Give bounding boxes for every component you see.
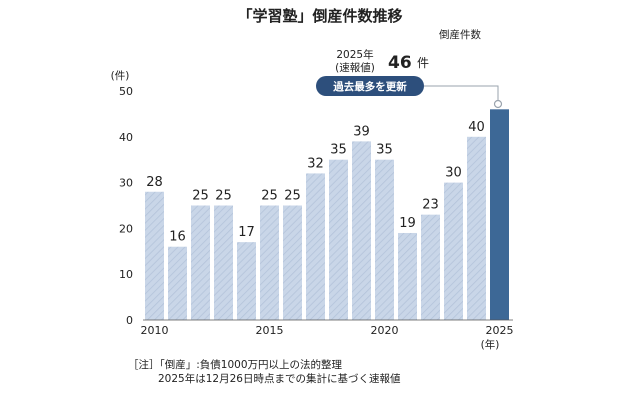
data-label-2014: 17 xyxy=(238,225,255,240)
annotation-unit: 件 xyxy=(417,56,429,70)
data-label-2016: 25 xyxy=(284,189,301,204)
note-line-2: 2025年は12月26日時点までの集計に基づく速報値 xyxy=(158,372,401,385)
y-tick-label: 50 xyxy=(119,85,133,98)
bar-2024 xyxy=(467,136,486,320)
data-label-2022: 23 xyxy=(422,198,439,213)
record-badge xyxy=(316,76,424,96)
annotation-marker xyxy=(493,99,503,109)
bar-2022 xyxy=(421,214,440,320)
bar-2016 xyxy=(283,205,302,320)
data-label-2018: 35 xyxy=(330,143,347,158)
bar-2015 xyxy=(260,205,279,320)
data-label-2012: 25 xyxy=(192,189,209,204)
record-badge-label: 過去最多を更新 xyxy=(332,80,407,93)
x-tick-label: 2025 xyxy=(486,324,514,337)
data-label-2021: 19 xyxy=(399,216,416,231)
y-tick-label: 0 xyxy=(126,314,133,327)
bar-2023 xyxy=(444,182,463,320)
data-label-2024: 40 xyxy=(468,120,485,135)
y-tick-label: 40 xyxy=(119,131,133,144)
y-tick-label: 20 xyxy=(119,222,133,235)
bar-2020 xyxy=(375,159,394,320)
bar-2012 xyxy=(191,205,210,320)
data-label-2019: 39 xyxy=(353,124,370,139)
bar-2025 xyxy=(490,109,509,320)
annotation-connector xyxy=(424,85,499,103)
y-tick-label: 10 xyxy=(119,268,133,281)
data-label-2015: 25 xyxy=(261,189,278,204)
annotation-preliminary: (速報値) xyxy=(335,61,375,74)
chart-subtitle: 倒産件数 xyxy=(439,28,481,41)
bar-2018 xyxy=(329,159,348,320)
bar-2011 xyxy=(168,246,187,320)
bar-2013 xyxy=(214,205,233,320)
x-tick-label: 2020 xyxy=(371,324,399,337)
bar-2019 xyxy=(352,141,371,320)
bar-2014 xyxy=(237,242,256,320)
x-axis-unit: (年) xyxy=(481,338,500,351)
data-label-2011: 16 xyxy=(169,230,186,245)
bar-2010 xyxy=(145,191,164,320)
note-line-1: ［注］「倒産」:負債1000万円以上の法的整理 xyxy=(128,358,343,371)
data-label-2023: 30 xyxy=(445,166,462,181)
bar-2017 xyxy=(306,173,325,320)
annotation-year: 2025年 xyxy=(336,48,373,61)
data-label-2010: 28 xyxy=(146,175,163,190)
x-tick-label: 2010 xyxy=(141,324,169,337)
annotation-value: 46 xyxy=(388,53,412,73)
data-label-2017: 32 xyxy=(307,156,324,171)
y-axis-unit: (件) xyxy=(111,70,130,82)
chart-title: 「学習塾」倒産件数推移 xyxy=(237,7,402,25)
bar-2021 xyxy=(398,232,417,320)
data-label-2013: 25 xyxy=(215,189,232,204)
y-tick-label: 30 xyxy=(119,177,133,190)
x-tick-label: 2015 xyxy=(256,324,284,337)
data-label-2020: 35 xyxy=(376,143,393,158)
